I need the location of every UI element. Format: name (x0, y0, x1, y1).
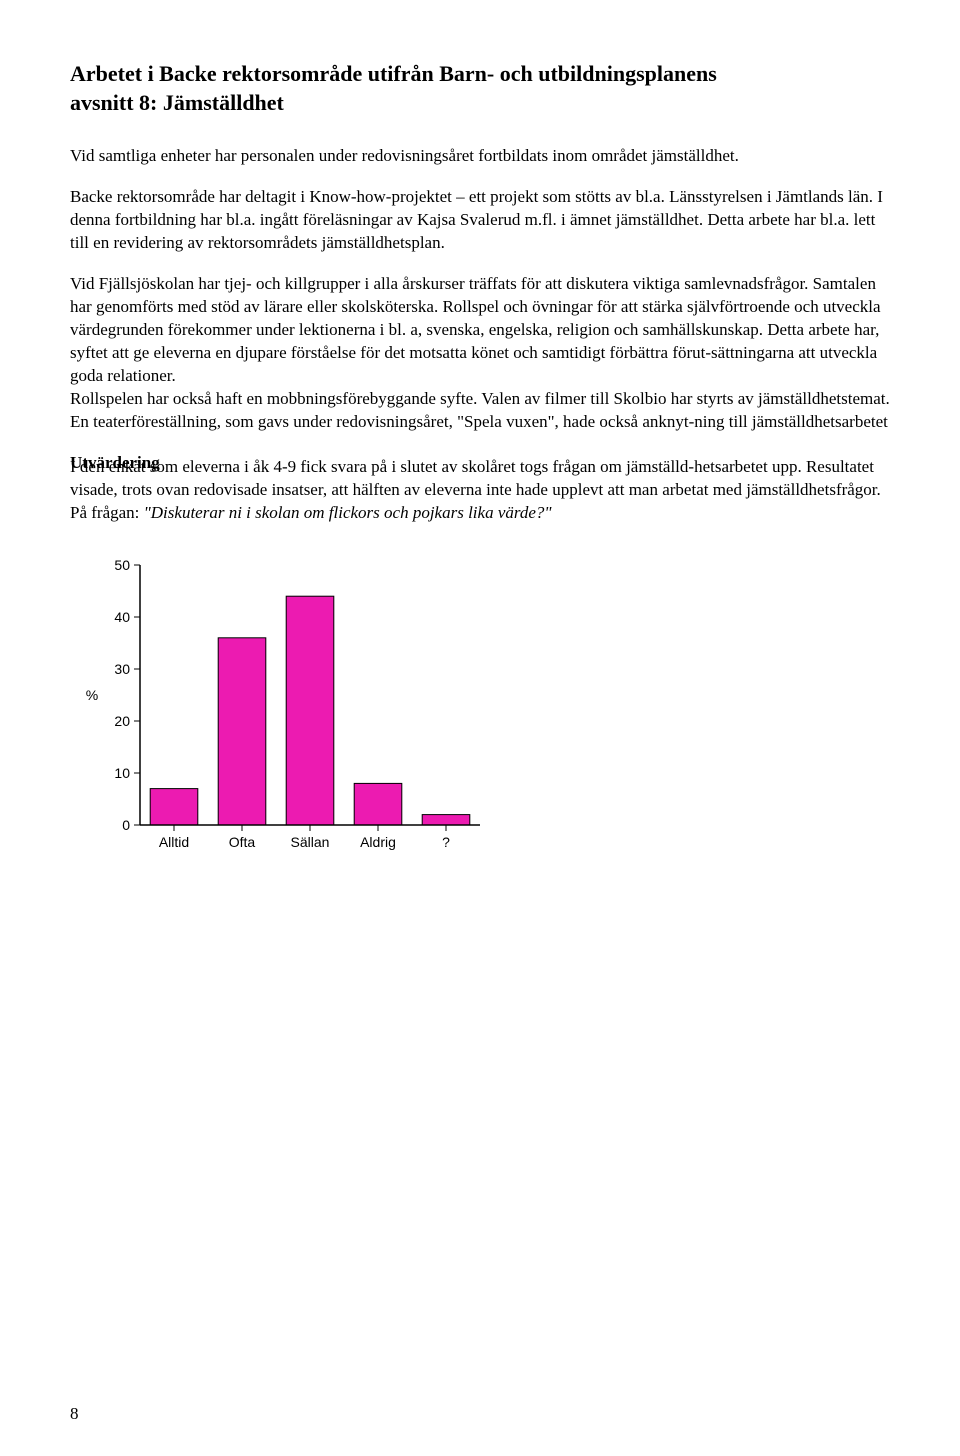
svg-text:30: 30 (114, 661, 130, 677)
svg-text:?: ? (442, 834, 450, 850)
svg-text:%: % (86, 687, 98, 703)
page-title: Arbetet i Backe rektorsområde utifrån Ba… (70, 60, 890, 117)
eval-body-italic: "Diskuterar ni i skolan om flickors och … (144, 503, 552, 522)
title-line1: Arbetet i Backe rektorsområde utifrån Ba… (70, 61, 717, 86)
svg-text:Alltid: Alltid (159, 834, 189, 850)
para3c: En teaterföreställning, som gavs under r… (70, 412, 888, 431)
paragraph-1: Vid samtliga enheter har personalen unde… (70, 145, 890, 168)
svg-text:0: 0 (122, 817, 130, 833)
svg-text:Aldrig: Aldrig (360, 834, 396, 850)
svg-text:Sällan: Sällan (291, 834, 330, 850)
survey-bar-chart: 0 10 20 30 40 50% Alltid Ofta Sällan Aldrig? (70, 555, 500, 895)
evaluation-body: I den enkät som eleverna i åk 4-9 fick s… (70, 456, 890, 525)
svg-text:10: 10 (114, 765, 130, 781)
svg-text:20: 20 (114, 713, 130, 729)
para3a: Vid Fjällsjöskolan har tjej- och killgru… (70, 274, 881, 385)
svg-text:40: 40 (114, 609, 130, 625)
para3b: Rollspelen har också haft en mobbningsfö… (70, 389, 890, 408)
page-number: 8 (70, 1403, 79, 1426)
svg-text:50: 50 (114, 557, 130, 573)
svg-text:Ofta: Ofta (229, 834, 256, 850)
paragraph-2: Backe rektorsområde har deltagit i Know-… (70, 186, 890, 255)
title-line2: avsnitt 8: Jämställdhet (70, 90, 284, 115)
paragraph-3: Vid Fjällsjöskolan har tjej- och killgru… (70, 273, 890, 434)
chart-svg: 0 10 20 30 40 50% Alltid Ofta Sällan Aldrig? (70, 555, 500, 895)
